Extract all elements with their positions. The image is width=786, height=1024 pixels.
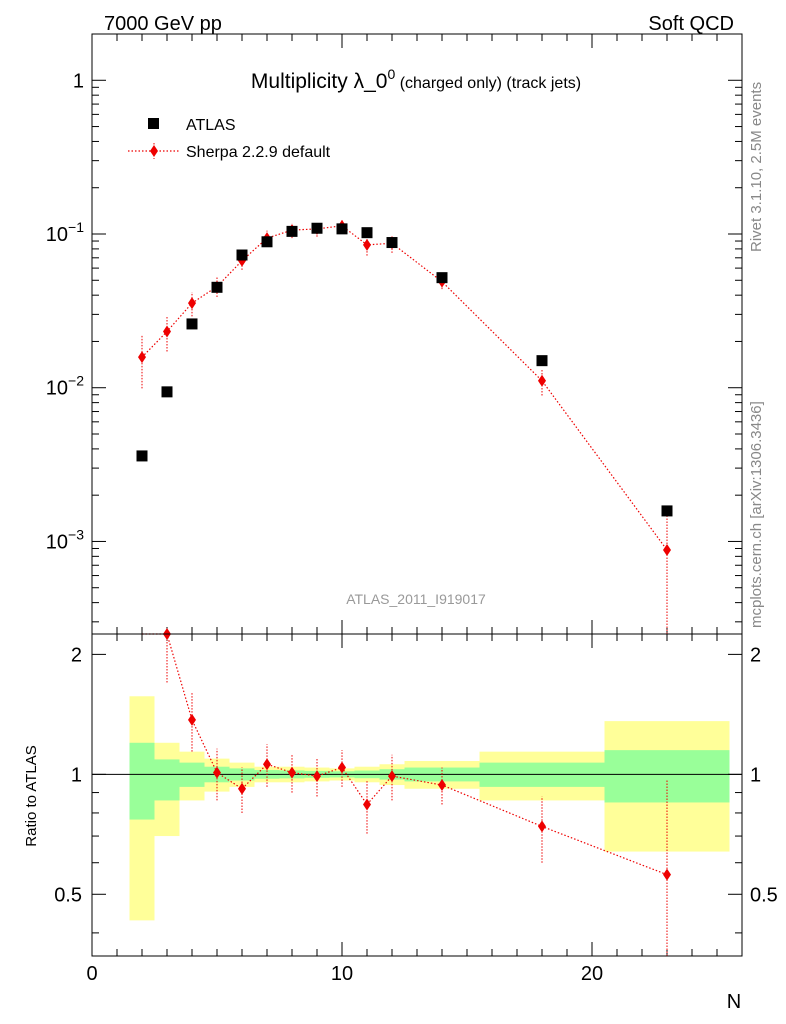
xaxis-label: N <box>727 991 741 1013</box>
mcplots-label: mcplots.cern.ch [arXiv:1306.3436] <box>748 401 765 628</box>
sherpa-point <box>188 297 196 310</box>
sherpa-line <box>141 225 668 551</box>
ratio-point <box>538 820 546 833</box>
atlas-point <box>361 227 373 239</box>
rivet-label: Rivet 3.1.10, 2.5M events <box>748 82 765 252</box>
ratio-point <box>288 766 296 779</box>
ratio-point <box>338 761 346 774</box>
sherpa-point <box>138 351 146 364</box>
legend: ATLAS Sherpa 2.2.9 default <box>128 117 331 161</box>
y-tick-label: 10−1 <box>46 219 84 246</box>
title-main: Multiplicity λ_0 <box>251 70 388 93</box>
analysis-watermark: ATLAS_2011_I919017 <box>346 591 486 607</box>
ratio-y-tick-label-left: 2 <box>71 644 82 666</box>
y-tick-label: 1 <box>73 70 84 92</box>
y-tick-exponent: −2 <box>68 373 84 389</box>
atlas-point <box>211 281 223 293</box>
atlas-point <box>336 223 348 235</box>
chart-title: Multiplicity λ_00 (charged only) (track … <box>251 66 581 93</box>
ratio-point <box>238 782 246 795</box>
atlas-point <box>286 225 298 237</box>
ratio-point <box>263 758 271 771</box>
ratio-point <box>188 713 196 726</box>
sherpa-point <box>363 238 371 251</box>
ratio-y-tick-label-left: 0.5 <box>54 884 82 906</box>
y-tick-base: 10 <box>46 378 68 400</box>
legend-atlas-marker <box>148 118 159 129</box>
ratio-ticks: 0.5 0.51 12 20 10 20 <box>54 634 778 985</box>
ratio-y-tick-label-right: 1 <box>750 764 761 786</box>
top-panel: 10−310−210−11 <box>46 33 743 635</box>
y-tick-label: 10−2 <box>46 373 84 400</box>
header-left: 7000 GeV pp <box>104 13 222 35</box>
sherpa-point <box>163 325 171 338</box>
atlas-point <box>236 249 248 261</box>
sherpa-point <box>538 374 546 387</box>
y-tick-base: 10 <box>46 531 68 553</box>
title-suffix: (charged only) (track jets) <box>395 75 581 92</box>
atlas-point <box>436 272 448 284</box>
ratio-frame <box>91 633 743 957</box>
x-tick-label: 0 <box>86 963 97 985</box>
band-inner <box>154 759 180 801</box>
atlas-point <box>536 355 548 367</box>
ratio-y-tick-label-right: 0.5 <box>750 884 778 906</box>
atlas-point <box>261 236 273 248</box>
legend-sherpa-marker <box>150 145 158 157</box>
ratio-y-tick-label-right: 2 <box>750 644 761 666</box>
ratio-panel: 0.5 0.51 12 20 10 20 <box>54 628 778 985</box>
ratio-line <box>142 633 668 876</box>
legend-sherpa-label: Sherpa 2.2.9 default <box>186 144 331 161</box>
atlas-point <box>386 237 398 249</box>
ratio-point <box>313 770 321 783</box>
y-tick-exponent: −1 <box>68 219 84 235</box>
atlas-point <box>186 318 198 330</box>
atlas-point <box>136 450 148 462</box>
band-inner <box>129 742 155 820</box>
ratio-point <box>663 868 671 881</box>
y-tick-base: 10 <box>46 224 68 246</box>
sherpa-point <box>663 543 671 556</box>
x-tick-label: 10 <box>331 963 353 985</box>
ratio-ylabel: Ratio to ATLAS <box>23 745 40 846</box>
ratio-point <box>213 766 221 779</box>
ratio-point <box>388 770 396 783</box>
title-superscript: 0 <box>387 66 395 82</box>
ratio-point <box>363 798 371 811</box>
ratio-y-tick-label-left: 1 <box>71 764 82 786</box>
header-right: Soft QCD <box>648 13 734 35</box>
x-tick-label: 20 <box>581 963 603 985</box>
atlas-series <box>136 222 673 517</box>
band-inner <box>604 750 730 803</box>
atlas-point <box>311 222 323 234</box>
y-tick-base: 1 <box>73 70 84 92</box>
y-tick-label: 10−3 <box>46 526 84 553</box>
top-ticks: 10−310−210−11 <box>46 33 743 634</box>
atlas-point <box>661 505 673 517</box>
uncertainty-bands <box>129 696 730 921</box>
legend-atlas-label: ATLAS <box>186 117 236 134</box>
atlas-point <box>161 386 173 398</box>
y-tick-exponent: −3 <box>68 526 84 542</box>
ratio-point <box>438 779 446 792</box>
sherpa-series <box>138 218 671 634</box>
